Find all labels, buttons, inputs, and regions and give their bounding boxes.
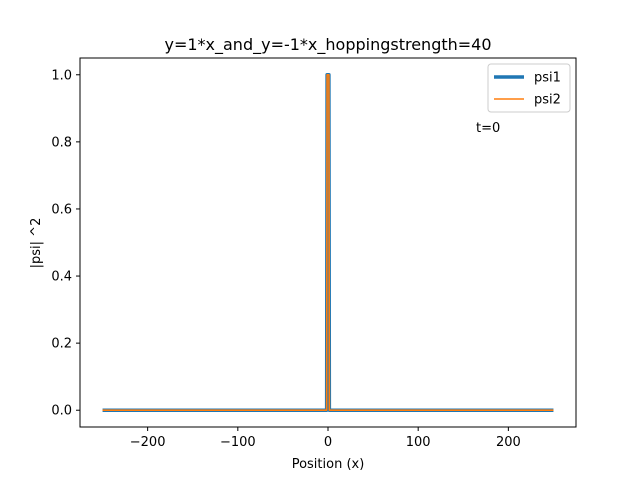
y-tick-label: 0.6 bbox=[51, 202, 72, 217]
y-axis-ticks: 0.0 0.2 0.4 0.6 0.8 1.0 bbox=[51, 68, 80, 419]
legend: psi1 psi2 bbox=[487, 63, 571, 113]
x-tick-label: −200 bbox=[130, 435, 166, 450]
y-tick-label: 0.4 bbox=[51, 270, 72, 285]
x-tick-label: 200 bbox=[496, 435, 521, 450]
y-tick-label: 0.2 bbox=[51, 337, 72, 352]
legend-label-psi2: psi2 bbox=[534, 93, 561, 108]
x-tick-label: 0 bbox=[324, 435, 332, 450]
legend-label-psi1: psi1 bbox=[534, 71, 561, 86]
x-axis-ticks: −200 −100 0 100 200 bbox=[130, 427, 521, 450]
time-annotation: t=0 bbox=[476, 121, 500, 136]
y-tick-label: 1.0 bbox=[51, 68, 72, 83]
x-axis-label: Position (x) bbox=[292, 457, 365, 472]
x-tick-label: −100 bbox=[220, 435, 256, 450]
y-tick-label: 0.8 bbox=[51, 135, 72, 150]
plot-lines bbox=[102, 73, 554, 412]
series-line-psi2 bbox=[102, 73, 554, 412]
chart-title: y=1*x_and_y=-1*x_hoppingstrength=40 bbox=[164, 35, 491, 55]
x-tick-label: 100 bbox=[406, 435, 431, 450]
y-tick-label: 0.0 bbox=[51, 404, 72, 419]
y-axis-label: |psi| ^2 bbox=[29, 218, 44, 269]
